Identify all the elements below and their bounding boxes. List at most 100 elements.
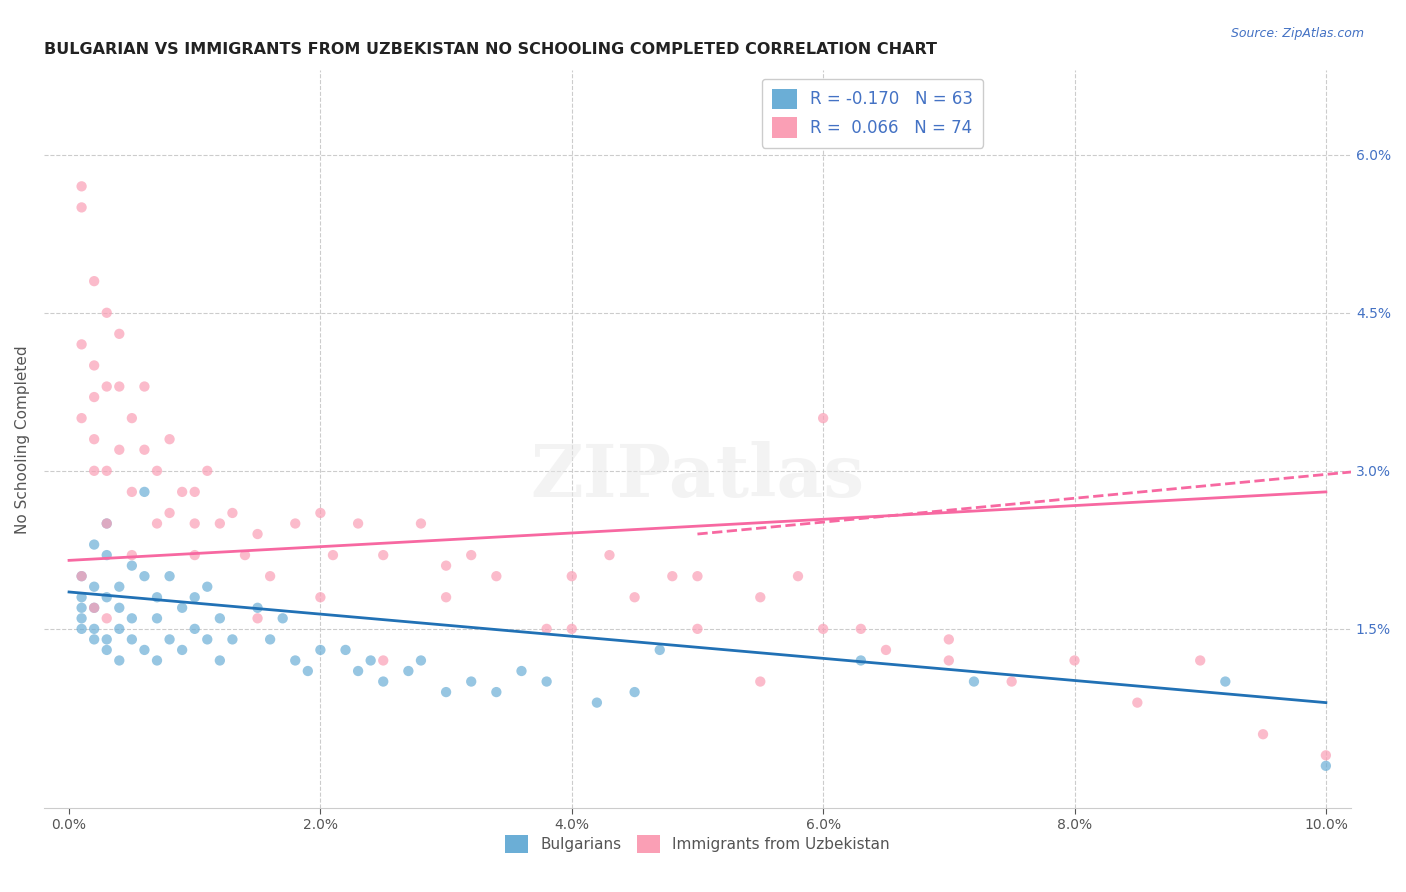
Point xyxy=(70,411,93,425)
Point xyxy=(121,632,143,647)
Point xyxy=(373,653,395,667)
Point xyxy=(83,432,105,446)
Point xyxy=(598,548,620,562)
Point xyxy=(83,390,105,404)
Point xyxy=(83,632,105,647)
Point xyxy=(146,464,169,478)
Point xyxy=(373,548,395,562)
Point xyxy=(510,664,533,678)
Point xyxy=(409,653,432,667)
Legend: R = -0.170   N = 63, R =  0.066   N = 74: R = -0.170 N = 63, R = 0.066 N = 74 xyxy=(762,78,983,148)
Point xyxy=(335,643,357,657)
Point xyxy=(208,653,231,667)
Point xyxy=(108,653,131,667)
Point xyxy=(485,685,508,699)
Point xyxy=(396,664,419,678)
Point xyxy=(309,643,332,657)
Point xyxy=(70,179,93,194)
Point xyxy=(1213,674,1236,689)
Point xyxy=(849,622,872,636)
Point xyxy=(485,569,508,583)
Point xyxy=(460,674,482,689)
Point xyxy=(159,632,181,647)
Point xyxy=(1063,653,1085,667)
Point xyxy=(70,622,93,636)
Point xyxy=(661,569,683,583)
Point xyxy=(373,674,395,689)
Point xyxy=(146,611,169,625)
Point xyxy=(1315,748,1337,763)
Point xyxy=(195,580,218,594)
Point xyxy=(134,442,156,457)
Point xyxy=(96,516,118,531)
Point xyxy=(172,484,194,499)
Point xyxy=(460,548,482,562)
Point xyxy=(787,569,810,583)
Point xyxy=(83,600,105,615)
Point xyxy=(208,516,231,531)
Point xyxy=(409,516,432,531)
Point xyxy=(108,379,131,393)
Point xyxy=(134,484,156,499)
Point xyxy=(259,569,281,583)
Point xyxy=(259,632,281,647)
Point xyxy=(70,201,93,215)
Text: BULGARIAN VS IMMIGRANTS FROM UZBEKISTAN NO SCHOOLING COMPLETED CORRELATION CHART: BULGARIAN VS IMMIGRANTS FROM UZBEKISTAN … xyxy=(44,42,936,57)
Point xyxy=(434,685,457,699)
Point xyxy=(96,306,118,320)
Point xyxy=(271,611,294,625)
Point xyxy=(221,506,243,520)
Point xyxy=(648,643,671,657)
Point xyxy=(172,600,194,615)
Point xyxy=(938,632,960,647)
Point xyxy=(121,548,143,562)
Point xyxy=(108,622,131,636)
Point xyxy=(195,632,218,647)
Point xyxy=(183,516,205,531)
Y-axis label: No Schooling Completed: No Schooling Completed xyxy=(15,345,30,533)
Point xyxy=(83,464,105,478)
Point xyxy=(146,591,169,605)
Point xyxy=(208,611,231,625)
Point xyxy=(309,506,332,520)
Point xyxy=(83,274,105,288)
Point xyxy=(246,611,269,625)
Point xyxy=(536,622,558,636)
Point xyxy=(83,538,105,552)
Point xyxy=(96,516,118,531)
Point xyxy=(183,622,205,636)
Point xyxy=(586,696,609,710)
Point xyxy=(183,548,205,562)
Point xyxy=(134,569,156,583)
Point xyxy=(1126,696,1149,710)
Point xyxy=(536,674,558,689)
Point xyxy=(297,664,319,678)
Point xyxy=(70,569,93,583)
Point xyxy=(686,569,709,583)
Point xyxy=(623,685,645,699)
Point xyxy=(284,653,307,667)
Point xyxy=(83,580,105,594)
Point xyxy=(96,548,118,562)
Point xyxy=(108,442,131,457)
Point xyxy=(246,600,269,615)
Point xyxy=(875,643,897,657)
Point xyxy=(963,674,986,689)
Point xyxy=(849,653,872,667)
Point xyxy=(159,506,181,520)
Point xyxy=(246,527,269,541)
Point xyxy=(749,591,772,605)
Point xyxy=(284,516,307,531)
Point xyxy=(686,622,709,636)
Point xyxy=(108,600,131,615)
Point xyxy=(121,411,143,425)
Point xyxy=(96,464,118,478)
Point xyxy=(233,548,256,562)
Point xyxy=(70,591,93,605)
Point xyxy=(96,379,118,393)
Text: ZIPatlas: ZIPatlas xyxy=(530,441,865,512)
Point xyxy=(96,611,118,625)
Point xyxy=(360,653,382,667)
Point xyxy=(1001,674,1024,689)
Point xyxy=(159,569,181,583)
